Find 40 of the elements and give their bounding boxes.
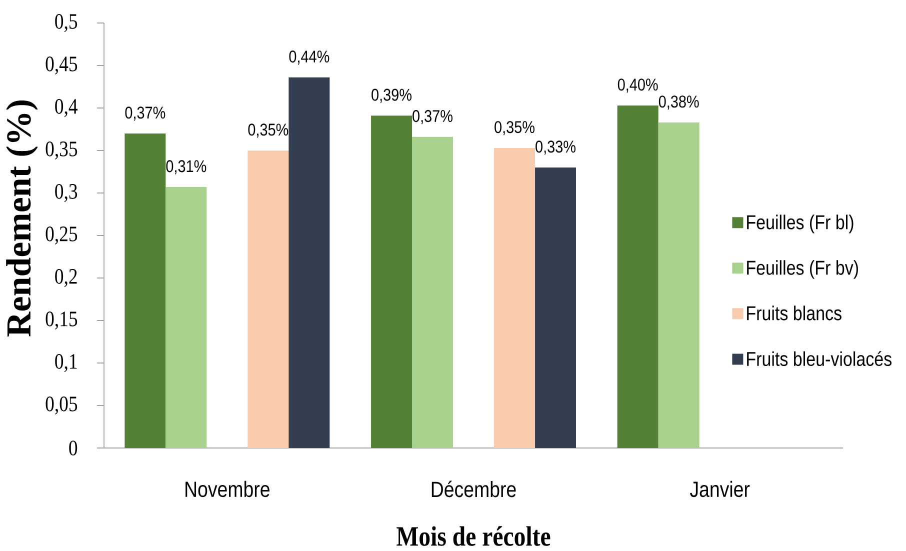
data-label: 0,37% bbox=[125, 106, 166, 121]
y-tick-label: 0,2 bbox=[55, 269, 77, 288]
y-tick-label: 0,25 bbox=[46, 226, 78, 245]
bar bbox=[412, 136, 454, 448]
bar bbox=[617, 105, 658, 448]
data-label: 0,40% bbox=[618, 78, 658, 93]
bar bbox=[124, 134, 166, 448]
bar bbox=[288, 77, 330, 448]
x-axis-title: Mois de récolte bbox=[396, 526, 550, 546]
bar bbox=[535, 168, 576, 448]
data-label: 0,33% bbox=[536, 140, 576, 155]
y-tick-label: 0,35 bbox=[46, 141, 78, 160]
data-label: 0,35% bbox=[248, 124, 288, 138]
bar bbox=[658, 122, 700, 448]
data-label: 0,44% bbox=[289, 50, 330, 65]
x-tick-label: Décembre bbox=[432, 480, 516, 498]
x-tick-label: Novembre bbox=[186, 480, 270, 498]
data-label: 0,39% bbox=[372, 88, 412, 103]
y-tick-label: 0,4 bbox=[55, 98, 78, 118]
x-tick-label: Janvier bbox=[690, 480, 750, 498]
y-tick-label: 0,15 bbox=[46, 312, 78, 330]
y-tick-label: 0,45 bbox=[46, 56, 78, 75]
legend-label: Fruits bleu-violacés bbox=[747, 351, 892, 366]
bar bbox=[248, 150, 289, 448]
data-label: 0,37% bbox=[412, 110, 452, 124]
y-tick-label: 0,05 bbox=[46, 396, 78, 415]
bar bbox=[494, 148, 536, 448]
y-tick-label: 0,5 bbox=[55, 14, 78, 32]
legend-label: Feuilles (Fr bl) bbox=[747, 214, 854, 234]
data-label: 0,38% bbox=[658, 96, 699, 110]
y-tick-label: 0 bbox=[69, 440, 78, 456]
data-label: 0,35% bbox=[494, 121, 534, 136]
y-axis-title: Rendement (%) bbox=[6, 100, 38, 336]
legend-label: Feuilles (Fr bv) bbox=[747, 260, 858, 279]
y-tick-label: 0,3 bbox=[55, 184, 78, 202]
bar bbox=[371, 116, 412, 448]
bar bbox=[166, 187, 207, 448]
legend-label: Fruits blancs bbox=[747, 306, 842, 320]
data-label: 0,31% bbox=[166, 160, 206, 174]
y-tick-label: 0,1 bbox=[55, 354, 77, 372]
